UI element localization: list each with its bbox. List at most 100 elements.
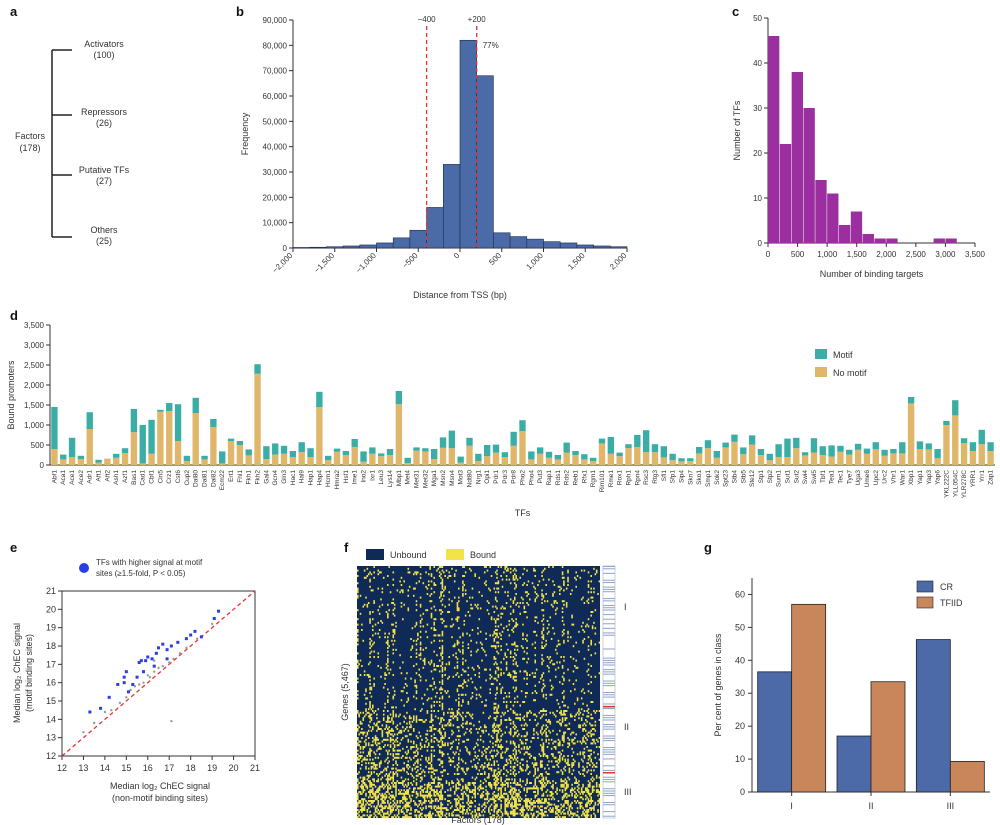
heatmap-cell-bound xyxy=(436,798,438,801)
heatmap-cell-bound xyxy=(433,778,436,781)
heatmap-cell-bound xyxy=(467,711,470,714)
heatmap-cell-bound xyxy=(584,625,587,628)
heatmap-cell-bound xyxy=(553,632,556,635)
heatmap-cell-bound xyxy=(513,796,516,799)
heatmap-cell-bound xyxy=(441,645,444,648)
heatmap-cell-bound xyxy=(554,715,557,718)
heatmap-cell-bound xyxy=(410,717,412,720)
heatmap-cell-bound xyxy=(423,796,426,799)
heatmap-cell-bound xyxy=(388,805,390,808)
heatmap-cell-bound xyxy=(539,809,542,811)
heatmap-cell-bound xyxy=(493,771,496,774)
heatmap-cell-bound xyxy=(567,800,569,802)
heatmap-cell-bound xyxy=(478,675,481,678)
heatmap-cell-bound xyxy=(395,787,397,790)
heatmap-cell-bound xyxy=(518,749,520,752)
heatmap-cell-bound xyxy=(387,639,389,642)
heatmap-cell-bound xyxy=(563,805,565,808)
heatmap-cell-bound xyxy=(447,773,449,775)
heatmap-cell-bound xyxy=(411,720,414,723)
heatmap-cell-bound xyxy=(441,812,444,815)
heatmap-cell-bound xyxy=(458,587,460,590)
heatmap-cell-bound xyxy=(542,594,545,597)
heatmap-cell-bound xyxy=(582,737,584,739)
heatmap-cell-bound xyxy=(433,663,436,666)
heatmap-cell-bound xyxy=(459,749,461,752)
heatmap-cell-bound xyxy=(430,800,433,802)
heatmap-cell-bound xyxy=(470,654,472,657)
heatmap-cell-bound xyxy=(441,683,444,685)
heatmap-cell-bound xyxy=(498,740,501,743)
heatmap-cell-bound xyxy=(544,753,546,756)
heatmap-cell-bound xyxy=(474,764,476,766)
heatmap-cell-bound xyxy=(432,778,434,781)
heatmap-cell-bound xyxy=(462,701,464,703)
heatmap-cell-bound xyxy=(362,711,365,714)
heatmap-cell-bound xyxy=(504,809,507,811)
heatmap-cell-bound xyxy=(414,681,416,684)
heatmap-cell-bound xyxy=(387,659,389,662)
heatmap-cell-bound xyxy=(426,729,429,732)
bar-no-motif xyxy=(201,459,208,465)
heatmap-cell-bound xyxy=(512,578,515,581)
heatmap-cell-bound xyxy=(486,758,489,761)
heatmap-cell-bound xyxy=(505,803,508,806)
heatmap-cell-bound xyxy=(576,697,579,700)
heatmap-cell-bound xyxy=(523,582,526,585)
heatmap-cell-bound xyxy=(410,798,412,801)
bar-no-motif xyxy=(837,451,844,465)
bar-no-motif xyxy=(731,441,738,465)
heatmap-cell-bound xyxy=(523,809,526,811)
heatmap-cell-bound xyxy=(515,753,517,756)
heatmap-cell-bound xyxy=(548,738,550,741)
heatmap-cell-bound xyxy=(395,789,397,792)
heatmap-cell-bound xyxy=(384,792,386,795)
class-bar-stripe xyxy=(603,604,615,606)
heatmap-cell-bound xyxy=(443,719,445,721)
heatmap-cell-bound xyxy=(444,724,446,727)
heatmap-cell-bound xyxy=(496,794,498,797)
heatmap-cell-bound xyxy=(590,796,593,799)
heatmap-cell-bound xyxy=(456,661,459,664)
bar-motif xyxy=(740,447,747,455)
heatmap-cell-bound xyxy=(411,794,414,797)
heatmap-cell-bound xyxy=(357,744,359,747)
heatmap-cell-bound xyxy=(526,747,528,750)
heatmap-cell-bound xyxy=(507,783,509,786)
heatmap-cell-bound xyxy=(567,785,569,788)
heatmap-cell-bound xyxy=(402,755,404,757)
bar-motif xyxy=(634,435,641,447)
heatmap-cell-bound xyxy=(534,675,537,678)
heatmap-cell-bound xyxy=(493,711,496,714)
heatmap-cell-bound xyxy=(412,719,415,721)
heatmap-cell-bound xyxy=(541,641,543,644)
heatmap-cell-bound xyxy=(441,796,444,799)
heatmap-cell-bound xyxy=(415,719,418,721)
heatmap-cell-bound xyxy=(512,792,515,795)
tf-label: Rph1 xyxy=(625,470,632,486)
heatmap-cell-bound xyxy=(568,738,571,741)
heatmap-cell-bound xyxy=(403,715,405,718)
heatmap-cell-bound xyxy=(563,603,565,606)
heatmap-cell-bound xyxy=(572,683,575,685)
heatmap-cell-bound xyxy=(423,771,426,774)
heatmap-cell-bound xyxy=(441,688,444,691)
heatmap-cell-bound xyxy=(505,758,508,761)
heatmap-cell-bound xyxy=(524,798,527,801)
heatmap-cell-bound xyxy=(578,713,580,716)
heatmap-cell-bound xyxy=(546,746,549,748)
heatmap-cell-bound xyxy=(458,762,460,765)
heatmap-cell-bound xyxy=(357,778,359,781)
heatmap-cell-bound xyxy=(534,782,537,784)
bar-motif xyxy=(642,430,650,453)
heatmap-cell-bound xyxy=(404,728,407,730)
heatmap-cell-bound xyxy=(406,785,408,788)
heatmap-cell-bound xyxy=(582,791,584,793)
heatmap-cell-bound xyxy=(587,580,590,583)
heatmap-cell-bound xyxy=(419,787,422,790)
heatmap-cell-bound xyxy=(415,783,418,786)
bar-no-motif xyxy=(431,459,438,465)
heatmap-cell-bound xyxy=(444,814,446,817)
heatmap-cell-bound xyxy=(593,778,595,781)
heatmap-cell-bound xyxy=(370,805,373,808)
